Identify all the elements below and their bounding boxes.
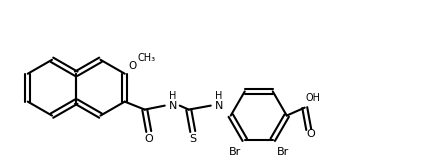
Text: Br: Br	[276, 147, 289, 157]
Text: N: N	[168, 101, 177, 111]
Text: O: O	[144, 134, 153, 145]
Text: H: H	[215, 91, 222, 101]
Text: O: O	[129, 61, 137, 71]
Text: S: S	[189, 134, 196, 145]
Text: Br: Br	[229, 147, 241, 157]
Text: O: O	[306, 128, 315, 139]
Text: H: H	[169, 91, 176, 101]
Text: N: N	[215, 101, 223, 111]
Text: OH: OH	[305, 93, 320, 103]
Text: CH₃: CH₃	[138, 53, 156, 63]
